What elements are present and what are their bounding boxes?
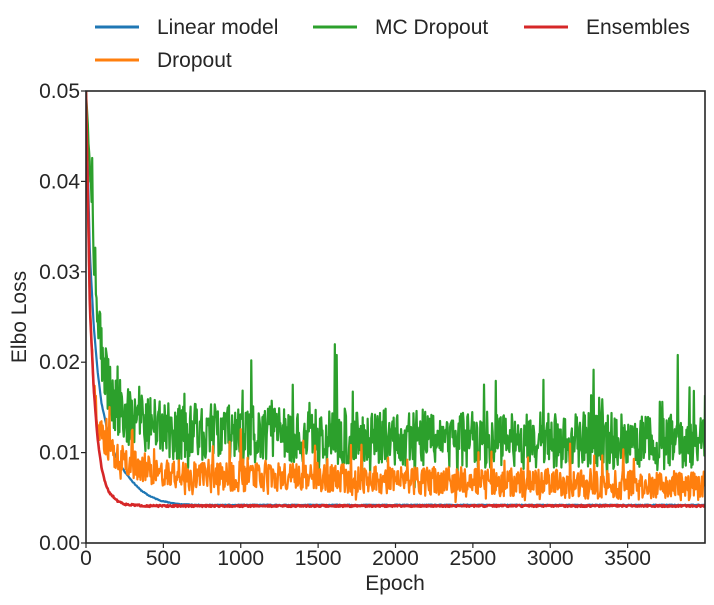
x-tick-label: 1500 <box>295 547 342 570</box>
x-tick-label: 500 <box>146 547 181 570</box>
legend-label-mc-dropout: MC Dropout <box>375 16 488 39</box>
x-tick-label: 3000 <box>527 547 574 570</box>
series-line-ensembles <box>86 91 705 509</box>
y-tick-label: 0.02 <box>39 351 80 374</box>
y-tick-label: 0.03 <box>39 261 80 284</box>
y-tick-label: 0.01 <box>39 442 80 465</box>
series-line-mc-dropout <box>86 91 705 489</box>
x-axis: 0 500 1000 1500 2000 2500 3000 3500 <box>80 543 651 570</box>
x-tick-label: 2000 <box>372 547 419 570</box>
y-tick-label: 0.04 <box>39 170 80 193</box>
y-axis-label: Elbo Loss <box>8 271 31 363</box>
legend-label-dropout: Dropout <box>157 49 232 72</box>
x-tick-label: 3500 <box>604 547 651 570</box>
series-line-dropout <box>86 91 705 504</box>
x-tick-label: 1000 <box>217 547 264 570</box>
y-tick-label: 0.05 <box>39 80 80 103</box>
legend: Linear model MC Dropout Ensembles Dropout <box>95 16 690 72</box>
legend-label-linear-model: Linear model <box>157 16 278 39</box>
x-tick-label: 2500 <box>450 547 497 570</box>
series-layer <box>86 91 705 509</box>
legend-label-ensembles: Ensembles <box>586 16 690 39</box>
x-tick-label: 0 <box>80 547 92 570</box>
y-tick-label: 0.00 <box>39 532 80 555</box>
plot-area <box>85 90 706 544</box>
y-axis: 0.00 0.01 0.02 0.03 0.04 0.05 <box>39 80 86 555</box>
x-axis-label: Epoch <box>365 572 425 595</box>
